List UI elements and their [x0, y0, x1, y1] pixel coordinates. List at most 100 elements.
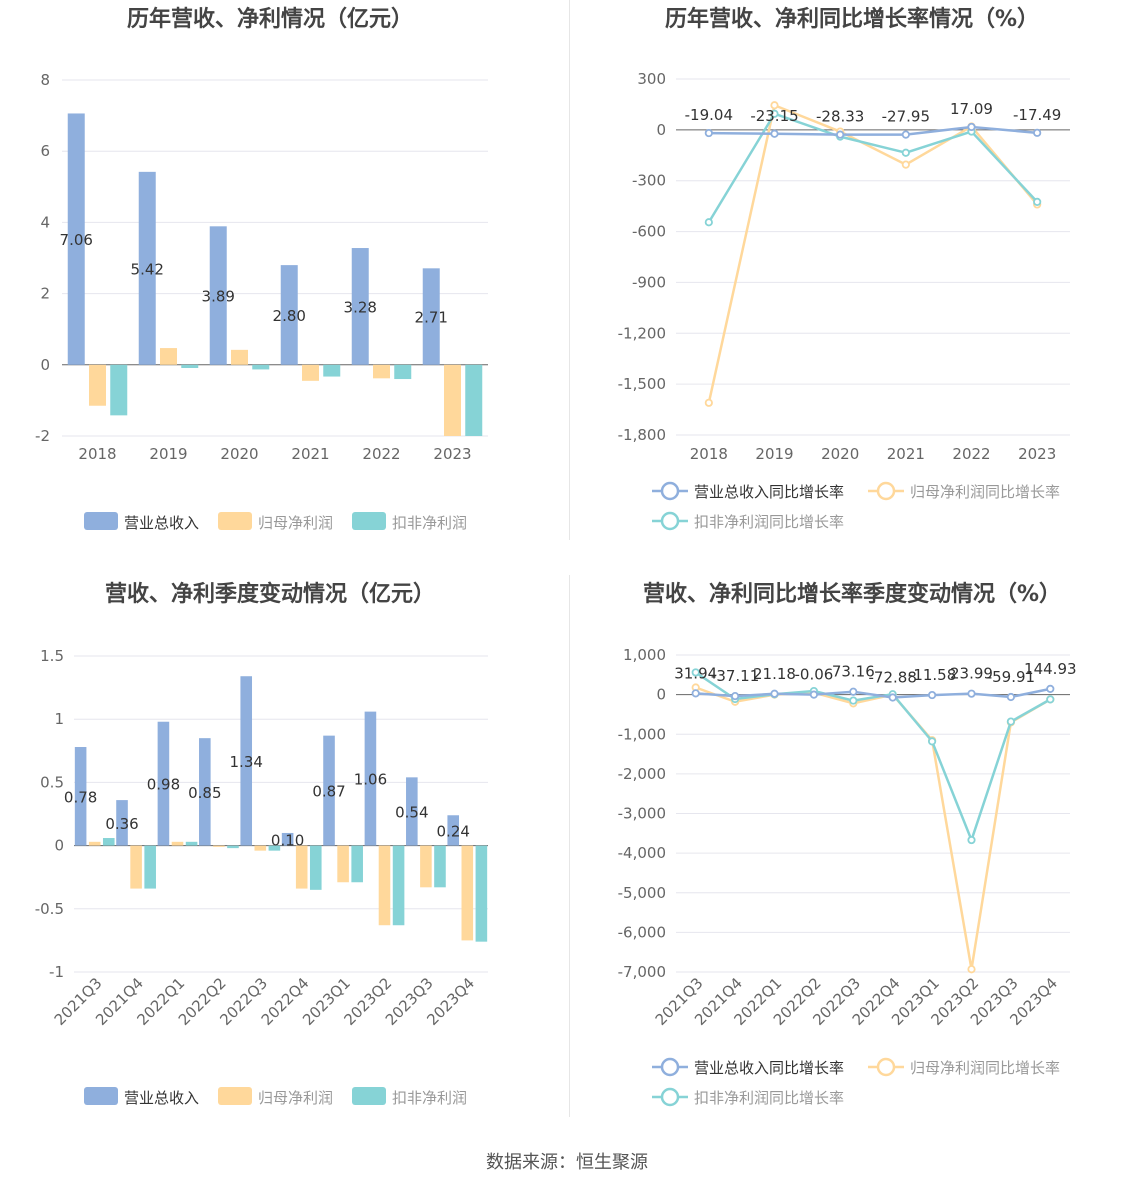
quarterly-amount-data-label-4: 1.34	[230, 753, 263, 771]
svg-text:扣非净利润: 扣非净利润	[392, 514, 467, 532]
y-tick-label: -300	[632, 172, 666, 190]
y-tick-label: -1,800	[618, 426, 666, 444]
quarterly-amount-bar-2-9	[475, 845, 488, 942]
quarterly-amount-data-label-0: 0.78	[64, 788, 97, 806]
quarterly-amount-bar-0-8	[406, 777, 418, 846]
annual-amount-title: 历年营收、净利情况（亿元）	[127, 6, 413, 32]
annual-amount-bar-0-2	[209, 226, 227, 365]
annual-growth-chart: 历年营收、净利同比增长率情况（%） -1,800 -1,500 -1,200 -900 -…	[570, 0, 1134, 560]
quarterly-amount-bar-0-0	[74, 747, 87, 846]
y-tick-label: -1,500	[618, 375, 666, 393]
quarterly-amount-bar-1-0	[88, 841, 101, 846]
quarterly-amount-bar-0-5	[281, 832, 294, 846]
annual-amount-bar-1-5	[444, 364, 461, 436]
y-tick-label: 0	[54, 837, 64, 855]
annual-growth-line-0	[708, 125, 1038, 136]
annual-amount-legend-item-0[interactable]: 营业总收入	[84, 512, 199, 532]
y-tick-label: -0.5	[35, 900, 64, 918]
annual-growth-line-1	[707, 103, 1039, 404]
quarterly-growth-data-label-4: 73.16	[832, 663, 875, 681]
quarterly-amount-bar-0-4	[240, 676, 253, 846]
x-tick-label: 2023	[1018, 445, 1056, 463]
annual-amount-legend-item-2[interactable]: 扣非净利润	[352, 512, 467, 532]
divider-bottom	[569, 575, 570, 1117]
y-tick-label: -1,000	[618, 725, 666, 743]
quarterly-growth-point-0-8	[1006, 692, 1015, 702]
annual-growth-legend-item-0[interactable]: 营业总收入同比增长率	[652, 481, 844, 501]
annual-amount-bar-2-5	[465, 364, 483, 436]
divider-top	[569, 0, 570, 540]
y-tick-label: -2,000	[618, 765, 666, 783]
y-tick-label: 8	[40, 71, 50, 89]
annual-amount-bar-0-4	[351, 248, 369, 365]
quarterly-amount-bar-1-7	[378, 845, 391, 926]
quarterly-growth-legend-item-2[interactable]: 扣非净利润同比增长率	[652, 1087, 844, 1107]
quarterly-amount-svg: 营收、净利季度变动情况（亿元）-1-0.500.511.52021Q32021Q…	[35, 581, 488, 1107]
y-tick-label: -3,000	[618, 805, 666, 823]
quarterly-growth-data-label-3: -0.06	[794, 666, 833, 684]
quarterly-growth-data-label-6: -11.58	[908, 666, 956, 684]
annual-amount-bar-2-4	[394, 364, 412, 380]
quarterly-amount-legend-item-2[interactable]: 扣非净利润	[352, 1087, 467, 1107]
annual-growth-point-0-0	[704, 128, 713, 138]
x-tick-label: 2020	[220, 445, 258, 463]
annual-growth-data-label-2: -28.33	[816, 108, 864, 126]
annual-growth-data-label-4: 17.09	[950, 100, 993, 118]
data-source: 数据来源：恒生聚源	[486, 1152, 648, 1173]
y-tick-label: 1,000	[623, 646, 666, 664]
quarterly-amount-title: 营收、净利季度变动情况（亿元）	[105, 581, 435, 607]
x-tick-label: 2018	[690, 445, 728, 463]
quarterly-amount-bar-0-7	[364, 711, 377, 846]
annual-amount-svg: 历年营收、净利情况（亿元） -2 0 2 4 6 8 2018 2019 2020 2021 2022…	[35, 6, 488, 532]
y-tick-label: -1	[49, 963, 64, 981]
annual-growth-data-label-0: -19.04	[685, 106, 733, 124]
svg-text:营业总收入: 营业总收入	[124, 1089, 199, 1107]
quarterly-amount-data-label-2: 0.98	[147, 776, 180, 794]
quarterly-growth-legend-item-0[interactable]: 营业总收入同比增长率	[652, 1057, 844, 1077]
annual-growth-legend-item-2[interactable]: 扣非净利润同比增长率	[652, 511, 844, 531]
y-tick-label: -2	[35, 427, 50, 445]
annual-growth-line-2	[707, 112, 1039, 223]
annual-amount-bar-1-1	[160, 348, 177, 365]
annual-amount-chart: 历年营收、净利情况（亿元） -2 0 2 4 6 8 2018 2019 2020 2021 2022…	[0, 0, 569, 560]
x-tick-label: 2019	[149, 445, 187, 463]
annual-amount-data-label-1: 5.42	[131, 260, 164, 278]
y-tick-label: -600	[632, 223, 666, 241]
y-tick-label: -1,200	[618, 324, 666, 342]
quarterly-amount-bar-1-9	[461, 845, 474, 941]
svg-text:扣非净利润同比增长率: 扣非净利润同比增长率	[694, 513, 844, 531]
quarterly-amount-bar-2-6	[351, 845, 363, 883]
annual-amount-legend-item-1[interactable]: 归母净利润	[218, 512, 333, 532]
quarterly-growth-line-2	[695, 671, 1051, 844]
quarterly-amount-legend-item-0[interactable]: 营业总收入	[84, 1087, 199, 1107]
quarterly-growth-line-1	[695, 686, 1051, 970]
svg-text:扣非净利润同比增长率: 扣非净利润同比增长率	[694, 1089, 844, 1107]
annual-growth-point-0-4	[967, 122, 976, 132]
quarterly-growth-legend-item-1[interactable]: 归母净利润同比增长率	[868, 1057, 1060, 1077]
quarterly-growth-point-0-3	[809, 690, 818, 699]
quarterly-amount-bar-0-9	[447, 815, 460, 846]
annual-amount-bar-0-0	[67, 113, 85, 365]
annual-growth-svg: 历年营收、净利同比增长率情况（%） -1,800 -1,500 -1,200 -900 -…	[618, 6, 1070, 531]
quarterly-amount-legend-item-1[interactable]: 归母净利润	[218, 1087, 333, 1107]
quarterly-amount-bar-2-8	[434, 845, 446, 888]
quarterly-amount-data-label-1: 0.36	[105, 815, 138, 833]
annual-growth-legend-item-1[interactable]: 归母净利润同比增长率	[868, 481, 1060, 501]
x-tick-label: 2020	[821, 445, 859, 463]
annual-amount-bar-0-5	[422, 268, 440, 365]
quarterly-growth-data-label-5: -72.88	[869, 669, 917, 687]
annual-amount-data-label-4: 3.28	[344, 298, 377, 316]
annual-amount-bar-2-2	[252, 364, 270, 370]
svg-text:归母净利润: 归母净利润	[258, 514, 333, 532]
y-tick-label: 4	[40, 213, 50, 231]
annual-amount-bar-1-0	[89, 364, 106, 406]
quarterly-growth-data-label-2: 21.18	[753, 665, 796, 683]
annual-growth-point-0-1	[770, 129, 779, 138]
svg-text:扣非净利润: 扣非净利润	[392, 1089, 467, 1107]
quarterly-amount-bar-1-1	[130, 845, 142, 889]
quarterly-amount-bar-0-3	[199, 738, 211, 846]
quarterly-amount-bar-2-4	[268, 845, 281, 851]
quarterly-amount-bar-0-1	[116, 800, 128, 846]
quarterly-growth-point-0-9	[1046, 684, 1055, 693]
svg-text:归母净利润同比增长率: 归母净利润同比增长率	[910, 1059, 1060, 1077]
